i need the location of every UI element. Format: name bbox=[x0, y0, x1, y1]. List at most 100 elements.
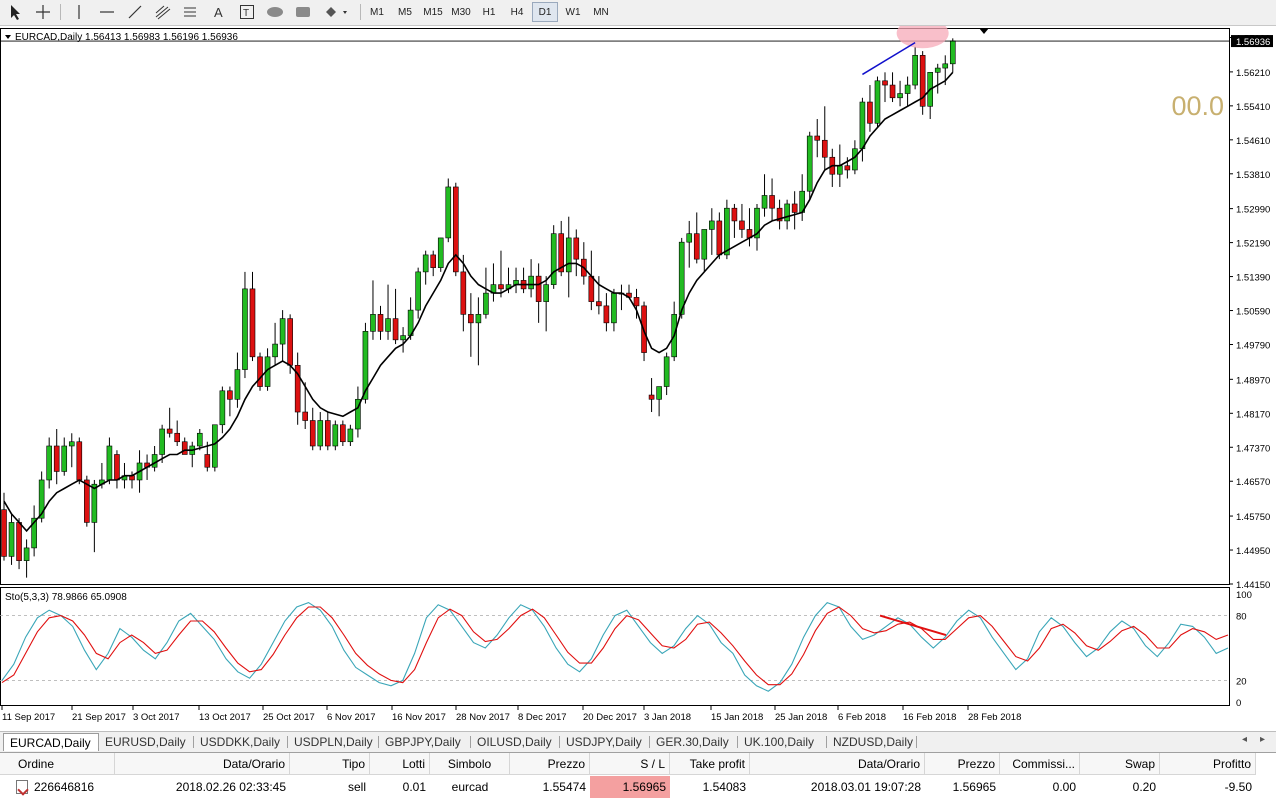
candle-body bbox=[362, 331, 369, 400]
timeframe-h1-button[interactable]: H1 bbox=[482, 6, 496, 18]
candle-body bbox=[806, 135, 813, 192]
fibonacci-icon[interactable] bbox=[152, 2, 174, 22]
candle-body bbox=[709, 220, 715, 230]
candle-body bbox=[370, 314, 376, 332]
date-label: 16 Nov 2017 bbox=[392, 712, 446, 723]
candle-body bbox=[648, 394, 655, 400]
timeframe-w1-button[interactable]: W1 bbox=[565, 6, 581, 18]
tab-eurusd[interactable]: EURUSD,Daily bbox=[105, 735, 186, 749]
column-header-symbol[interactable]: Simbolo bbox=[430, 753, 510, 775]
chart-menu-triangle-icon[interactable] bbox=[5, 35, 11, 39]
candle-body bbox=[91, 483, 98, 523]
candle-body bbox=[430, 254, 437, 268]
timeframe-m30-button[interactable]: M30 bbox=[451, 6, 471, 18]
price-label: 1.52990 bbox=[1236, 205, 1270, 216]
timeframe-mn-button[interactable]: MN bbox=[593, 6, 609, 18]
candle-body bbox=[693, 233, 700, 260]
rectangle-icon[interactable] bbox=[292, 2, 314, 22]
gann-icon[interactable] bbox=[180, 2, 202, 22]
tab-oilusd[interactable]: OILUSD,Daily bbox=[477, 735, 552, 749]
candle-body bbox=[249, 288, 256, 358]
chart-area[interactable]: EURCAD,Daily 1.56413 1.56983 1.56196 1.5… bbox=[0, 18, 1276, 731]
ellipse-icon[interactable] bbox=[264, 2, 286, 22]
tab-nzdusd[interactable]: NZDUSD,Daily bbox=[833, 735, 914, 749]
horizontal-line-icon[interactable] bbox=[96, 2, 118, 22]
candle-body bbox=[776, 207, 783, 222]
timeframe-m15-button[interactable]: M15 bbox=[423, 6, 443, 18]
column-header-swap[interactable]: Swap bbox=[1080, 753, 1160, 775]
date-label: 25 Jan 2018 bbox=[775, 712, 827, 723]
candle-body bbox=[731, 207, 738, 222]
column-header-open-price[interactable]: Prezzo bbox=[510, 753, 590, 775]
candle-body bbox=[61, 445, 68, 472]
candle-body bbox=[724, 207, 730, 256]
column-header-commission[interactable]: Commissi... bbox=[1000, 753, 1080, 775]
price-label: 1.44150 bbox=[1236, 580, 1270, 591]
candle-body bbox=[114, 454, 120, 481]
cursor-icon[interactable] bbox=[4, 2, 26, 22]
tab-usddkk[interactable]: USDDKK,Daily bbox=[200, 735, 281, 749]
column-header-lots[interactable]: Lotti bbox=[370, 753, 430, 775]
column-header-stop-loss[interactable]: S / L bbox=[590, 753, 670, 775]
candle-body bbox=[550, 233, 557, 285]
candle-body bbox=[400, 335, 406, 341]
stoch-axis-label: 20 bbox=[1236, 676, 1247, 687]
date-label: 28 Feb 2018 bbox=[968, 712, 1021, 723]
tab-uk-100[interactable]: UK.100,Daily bbox=[744, 735, 815, 749]
candle-body bbox=[309, 420, 316, 447]
column-header-open-time[interactable]: Data/Orario bbox=[115, 753, 290, 775]
candle-body bbox=[279, 318, 286, 345]
column-header-close-price[interactable]: Prezzo bbox=[925, 753, 1000, 775]
column-header-order[interactable]: Ordine bbox=[0, 753, 115, 775]
tab-separator bbox=[193, 736, 194, 748]
tab-usdjpy[interactable]: USDJPY,Daily bbox=[566, 735, 642, 749]
candle-body bbox=[588, 275, 595, 302]
trendline-icon[interactable] bbox=[124, 2, 146, 22]
candle-body bbox=[415, 271, 421, 311]
price-label: 1.47370 bbox=[1236, 443, 1270, 454]
candle-body bbox=[332, 424, 339, 447]
candle-body bbox=[257, 356, 263, 387]
date-label: 28 Nov 2017 bbox=[456, 712, 510, 723]
column-header-profit[interactable]: Profitto bbox=[1160, 753, 1256, 775]
tab-scroll-left-icon[interactable]: ◂ bbox=[1242, 734, 1248, 745]
chart-canvas[interactable]: EURCAD,Daily 1.56413 1.56983 1.56196 1.5… bbox=[0, 18, 1276, 731]
crosshair-icon[interactable] bbox=[32, 2, 54, 22]
chart-tabs: EURCAD,Daily EURUSD,Daily USDDKK,Daily USDP… bbox=[0, 731, 1276, 752]
candle-body bbox=[656, 386, 662, 400]
timeframe-m5-button[interactable]: M5 bbox=[398, 6, 412, 18]
tab-eurcad[interactable]: EURCAD,Daily bbox=[3, 733, 99, 751]
column-header-take-profit[interactable]: Take profit bbox=[670, 753, 750, 775]
price-label: 1.48170 bbox=[1236, 409, 1270, 420]
tab-scroll-right-icon[interactable]: ▸ bbox=[1260, 734, 1266, 745]
tab-usdpln[interactable]: USDPLN,Daily bbox=[294, 735, 373, 749]
candle-body bbox=[483, 292, 489, 315]
price-label: 1.50590 bbox=[1236, 307, 1270, 318]
timeframe-h4-button[interactable]: H4 bbox=[510, 6, 524, 18]
cell-lots: 0.01 bbox=[402, 780, 426, 794]
text-icon[interactable]: A bbox=[208, 2, 230, 22]
stoch-header: Sto(5,3,3) 78.9866 65.0908 bbox=[5, 592, 127, 603]
candle-body bbox=[701, 229, 708, 260]
column-header-type[interactable]: Tipo bbox=[290, 753, 370, 775]
candle-body bbox=[212, 424, 218, 468]
vertical-line-icon[interactable] bbox=[68, 2, 90, 22]
candle-body bbox=[633, 297, 640, 307]
stoch-axis-label: 100 bbox=[1236, 590, 1252, 601]
shapes-icon[interactable] bbox=[322, 2, 352, 22]
chart-header: EURCAD,Daily 1.56413 1.56983 1.56196 1.5… bbox=[15, 32, 238, 43]
timeframe-d1-button[interactable]: D1 bbox=[532, 2, 558, 22]
column-header-close-time[interactable]: Data/Orario bbox=[750, 753, 925, 775]
tab-ger-30[interactable]: GER.30,Daily bbox=[656, 735, 729, 749]
candle-body bbox=[106, 445, 113, 481]
date-label: 8 Dec 2017 bbox=[518, 712, 567, 723]
tab-separator bbox=[98, 736, 99, 748]
timeframe-m1-button[interactable]: M1 bbox=[370, 6, 384, 18]
chart-shift-marker-icon[interactable] bbox=[979, 28, 989, 34]
candle-body bbox=[769, 195, 775, 209]
candle-body bbox=[821, 139, 828, 158]
text-label-icon[interactable]: T bbox=[236, 2, 258, 22]
tab-gbpjpy[interactable]: GBPJPY,Daily bbox=[385, 735, 461, 749]
candle-body bbox=[904, 84, 911, 94]
candle-body bbox=[317, 420, 324, 447]
